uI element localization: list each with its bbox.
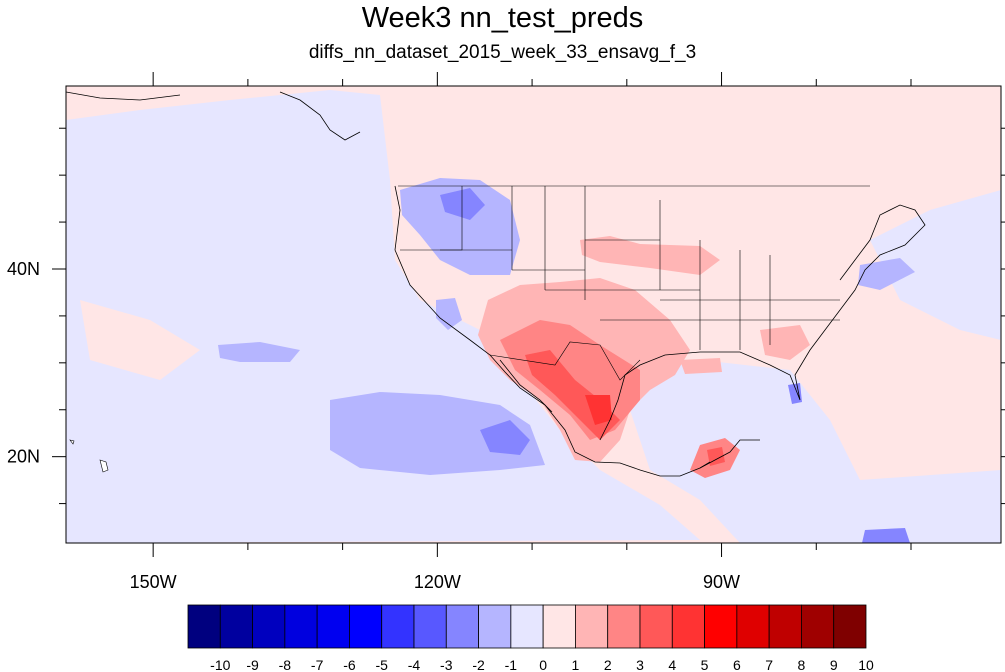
gulf-coast-anomaly bbox=[680, 358, 722, 374]
gulf-caribbean-negative-region bbox=[620, 360, 1001, 543]
colorbar-label: -1 bbox=[505, 657, 518, 672]
southeast-anomaly-blob bbox=[760, 325, 810, 360]
state-lines-horizontal bbox=[400, 239, 840, 321]
hawaii-east-blob bbox=[218, 342, 300, 362]
colorbar-label: 4 bbox=[668, 657, 676, 672]
colorbar-label: -9 bbox=[246, 657, 259, 672]
colorbar-swatch bbox=[671, 604, 705, 649]
northwest-anomaly-core bbox=[440, 188, 485, 220]
colorbar-label: -4 bbox=[408, 657, 421, 672]
map-subtitle: diffs_nn_dataset_2015_week_33_ensavg_f_3 bbox=[308, 42, 697, 63]
alaska-coastline bbox=[279, 91, 361, 141]
pacific-positive-patch bbox=[80, 300, 200, 380]
pacific-anomaly-blob bbox=[330, 392, 545, 475]
pacific-negative-region bbox=[66, 90, 700, 543]
aleutian-coastline bbox=[66, 91, 181, 101]
colorbar-label: -7 bbox=[311, 657, 324, 672]
colorbar-swatch bbox=[187, 604, 221, 649]
colorbar-swatch bbox=[833, 604, 867, 649]
colorbar-label: 3 bbox=[636, 657, 644, 672]
colorbar-swatch bbox=[801, 604, 835, 649]
colorbar-swatch bbox=[349, 604, 383, 649]
florida-blob bbox=[788, 383, 802, 404]
colorbar-label: 6 bbox=[733, 657, 741, 672]
colorbar-swatch bbox=[704, 604, 738, 649]
colorbar-label: 10 bbox=[858, 657, 874, 672]
gulf-atlantic-coastline bbox=[599, 204, 926, 441]
map-title: Week3 nn_test_preds bbox=[361, 2, 644, 34]
yucatan-coastline bbox=[699, 439, 760, 469]
map-panel bbox=[66, 86, 1001, 543]
kauai-island bbox=[69, 439, 75, 445]
colorbar-label: -2 bbox=[472, 657, 485, 672]
colorbar-label: -10 bbox=[210, 657, 230, 672]
colorbar-label: -5 bbox=[375, 657, 388, 672]
y-tick-label: 20N bbox=[7, 447, 40, 467]
atlantic-negative-region bbox=[870, 190, 1001, 340]
pacific-anomaly-core bbox=[480, 420, 530, 455]
colorbar-swatch bbox=[284, 604, 318, 649]
colorbar: -10 -9 -8 -7 -6 -5 -4 -3 -2 -1 0 1 2 3 4 5 6 7 8 9 10 bbox=[187, 604, 874, 672]
axis-ticks bbox=[52, 72, 1005, 557]
map-frame bbox=[65, 85, 1002, 544]
hawaii-islands bbox=[69, 439, 109, 473]
baja-coastline bbox=[499, 359, 553, 413]
colorbar-label: 0 bbox=[539, 657, 547, 672]
colorbar-label: 7 bbox=[765, 657, 773, 672]
atlantic-coast-blob bbox=[858, 258, 915, 290]
colorbar-label: 9 bbox=[830, 657, 838, 672]
colorbar-swatch bbox=[639, 604, 673, 649]
colorbar-label: -6 bbox=[343, 657, 356, 672]
colorbar-swatch bbox=[381, 604, 415, 649]
colorbar-label: 5 bbox=[701, 657, 709, 672]
y-tick-labels: 40N 20N bbox=[7, 259, 40, 467]
colorbar-label: 1 bbox=[572, 657, 580, 672]
colorbar-label: 8 bbox=[798, 657, 806, 672]
x-tick-label: 90W bbox=[703, 572, 740, 592]
colorbar-swatch bbox=[510, 604, 544, 649]
colorbar-swatch bbox=[316, 604, 350, 649]
coastlines bbox=[66, 91, 926, 477]
yucatan-anomaly-core bbox=[707, 447, 725, 466]
x-tick-label: 120W bbox=[414, 572, 461, 592]
colorbar-swatch bbox=[736, 604, 770, 649]
colorbar-swatch bbox=[542, 604, 576, 649]
plains-anomaly-blob bbox=[580, 236, 720, 275]
caribbean-blob bbox=[862, 528, 910, 543]
colorbar-swatch bbox=[252, 604, 286, 649]
colorbar-swatch bbox=[607, 604, 641, 649]
mexico-anomaly-peak bbox=[585, 395, 612, 425]
x-tick-labels: 150W 120W 90W bbox=[130, 572, 740, 592]
state-borders bbox=[398, 185, 870, 381]
x-tick-label: 150W bbox=[130, 572, 177, 592]
colorbar-swatch bbox=[445, 604, 479, 649]
colorbar-swatch bbox=[219, 604, 253, 649]
colorbar-label: -8 bbox=[279, 657, 292, 672]
california-blob bbox=[436, 298, 462, 330]
colorbar-swatch bbox=[478, 604, 512, 649]
hawaii-island bbox=[99, 459, 109, 473]
colorbar-swatch bbox=[575, 604, 609, 649]
colorbar-label: 2 bbox=[604, 657, 612, 672]
northwest-anomaly-blob bbox=[400, 178, 520, 275]
colorbar-label: -3 bbox=[440, 657, 453, 672]
colorbar-swatch bbox=[413, 604, 447, 649]
y-tick-label: 40N bbox=[7, 259, 40, 279]
colorbar-swatch bbox=[768, 604, 802, 649]
us-mexico-border bbox=[489, 341, 641, 381]
